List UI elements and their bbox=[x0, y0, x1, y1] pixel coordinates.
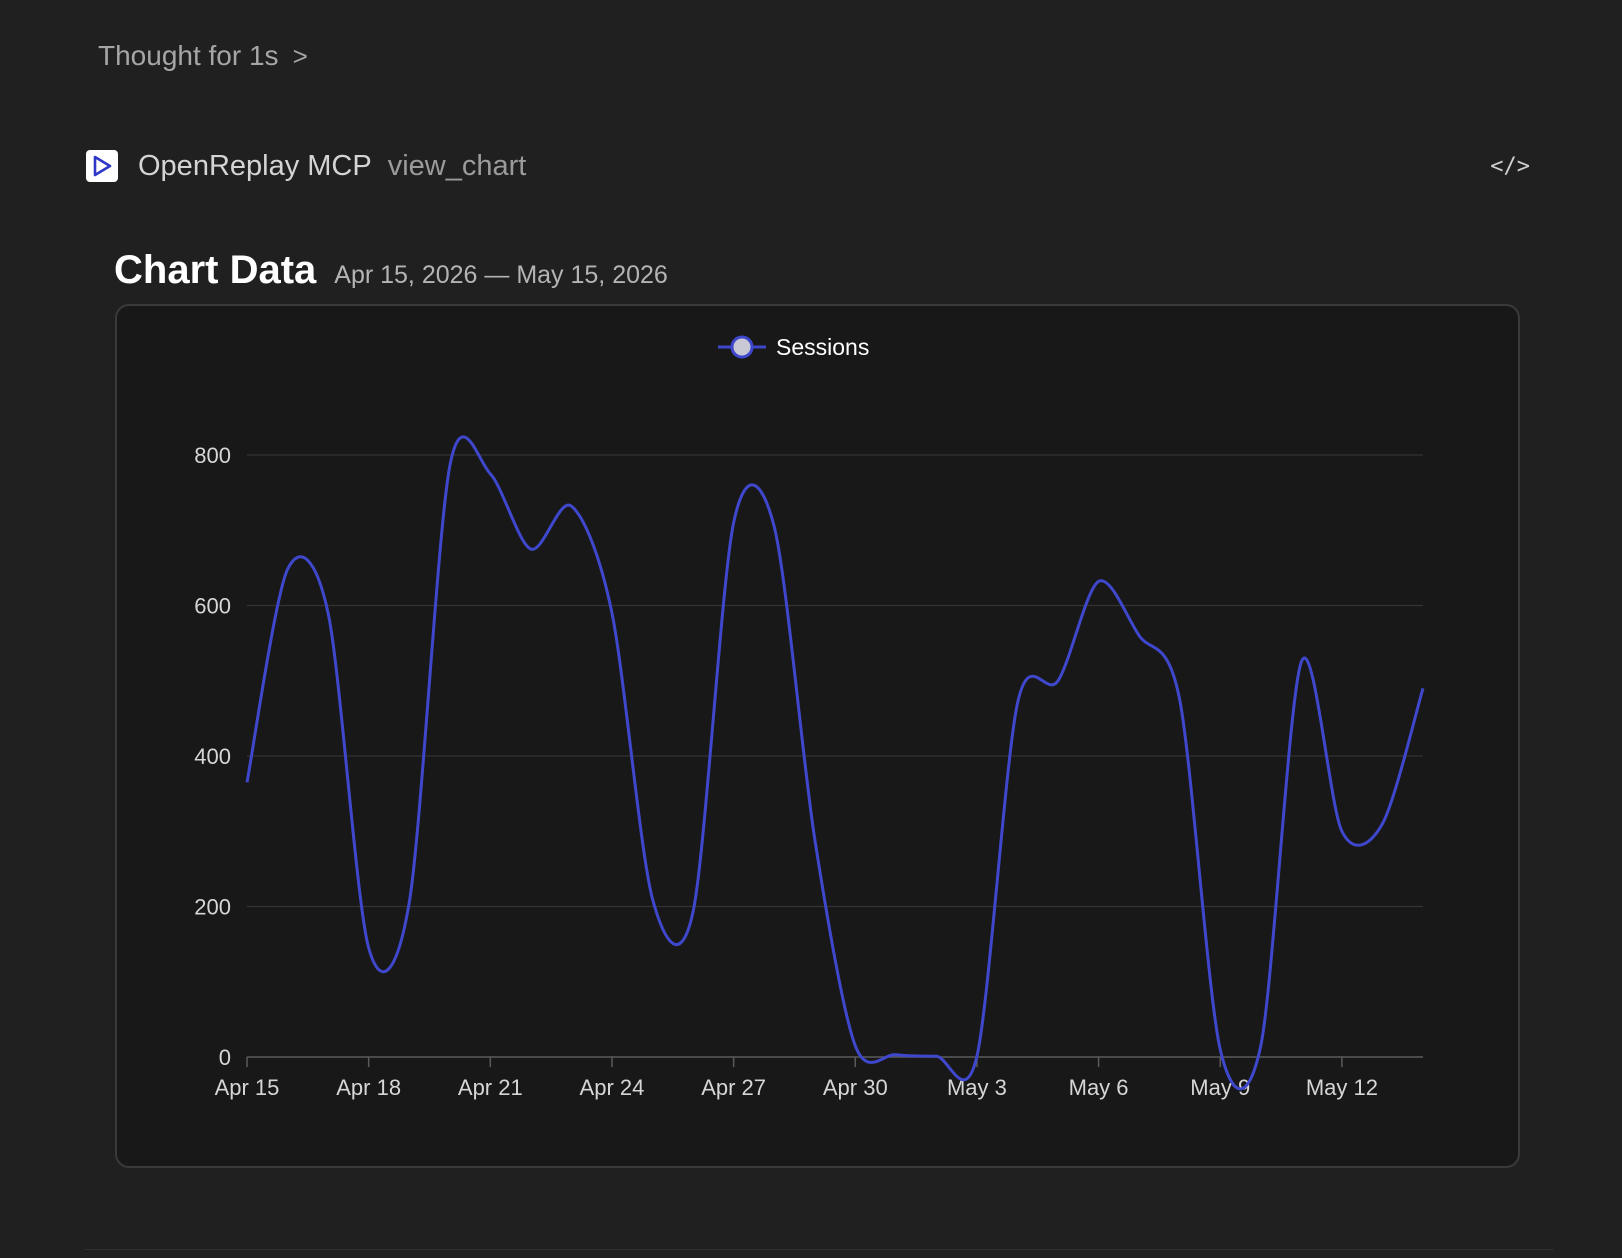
x-tick-label: Apr 18 bbox=[336, 1075, 401, 1100]
chevron-right-icon: > bbox=[292, 40, 308, 71]
y-tick-label: 800 bbox=[194, 443, 231, 468]
x-tick-label: May 6 bbox=[1069, 1075, 1129, 1100]
view-code-icon[interactable]: </> bbox=[1490, 153, 1530, 179]
thought-label: Thought for 1s bbox=[98, 40, 279, 71]
y-axis-labels: 0 200 400 600 800 bbox=[194, 443, 231, 1070]
chart-date-range: Apr 15, 2026 — May 15, 2026 bbox=[334, 261, 668, 289]
x-tick-label: Apr 24 bbox=[580, 1075, 645, 1100]
tool-app-name: OpenReplay MCP bbox=[138, 149, 372, 182]
chart-series bbox=[245, 435, 1425, 1091]
chart-grid bbox=[247, 454, 1423, 908]
x-tick-label: Apr 21 bbox=[458, 1075, 523, 1100]
x-tick-label: May 12 bbox=[1306, 1075, 1378, 1100]
x-tick-label: Apr 30 bbox=[823, 1075, 888, 1100]
chart-legend: Sessions bbox=[718, 334, 869, 360]
chart-axes bbox=[246, 1056, 1423, 1067]
series-line-sessions bbox=[245, 435, 1425, 1091]
chart-card: 0 200 400 600 800 Apr 15 Apr 18 Apr 21 Apr 24 Ap… bbox=[115, 304, 1520, 1168]
x-tick-label: Apr 27 bbox=[701, 1075, 766, 1100]
chart-title: Chart Data bbox=[114, 248, 317, 292]
y-tick-label: 200 bbox=[194, 895, 231, 920]
y-tick-label: 400 bbox=[194, 744, 231, 769]
openreplay-logo-icon bbox=[86, 150, 118, 182]
divider bbox=[84, 1249, 1554, 1250]
x-axis-labels: Apr 15 Apr 18 Apr 21 Apr 24 Apr 27 Apr 30 May … bbox=[215, 1075, 1378, 1100]
legend-marker-icon[interactable] bbox=[730, 335, 754, 359]
legend-label-sessions[interactable]: Sessions bbox=[776, 334, 869, 360]
chart-header: Chart Data Apr 15, 2026 — May 15, 2026 bbox=[114, 248, 668, 293]
tool-call-header: OpenReplay MCP view_chart </> bbox=[86, 148, 1536, 184]
tool-function-name: view_chart bbox=[387, 149, 527, 182]
x-tick-label: May 3 bbox=[947, 1075, 1007, 1100]
y-tick-label: 0 bbox=[219, 1045, 231, 1070]
thought-toggle[interactable]: Thought for 1s > bbox=[98, 40, 308, 72]
x-tick-label: Apr 15 bbox=[215, 1075, 280, 1100]
y-tick-label: 600 bbox=[194, 594, 231, 619]
